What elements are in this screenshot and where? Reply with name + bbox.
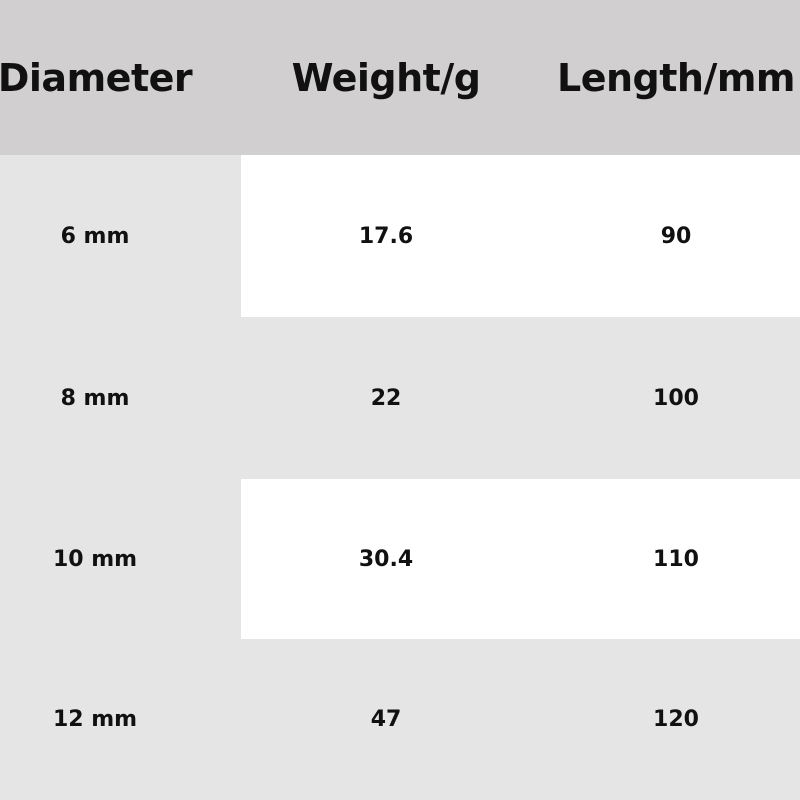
header-length: Length/mm (556, 55, 796, 100)
header-diameter: Diameter (0, 55, 193, 100)
table-header (0, 0, 800, 155)
row-highlight (241, 155, 800, 317)
cell-length: 100 (653, 385, 699, 411)
cell-diameter: 10 mm (52, 546, 138, 572)
cell-diameter: 8 mm (60, 385, 130, 411)
cell-length: 120 (653, 707, 699, 732)
cell-length: 90 (660, 223, 692, 249)
cell-weight: 30.4 (358, 546, 414, 572)
cell-weight: 22 (370, 385, 402, 411)
cell-weight: 47 (370, 707, 402, 732)
cell-diameter: 6 mm (60, 223, 130, 249)
cell-length: 110 (653, 546, 699, 572)
row-highlight (241, 479, 800, 639)
header-weight: Weight/g (291, 55, 481, 100)
cell-weight: 17.6 (358, 223, 414, 249)
cell-diameter: 12 mm (52, 707, 138, 732)
